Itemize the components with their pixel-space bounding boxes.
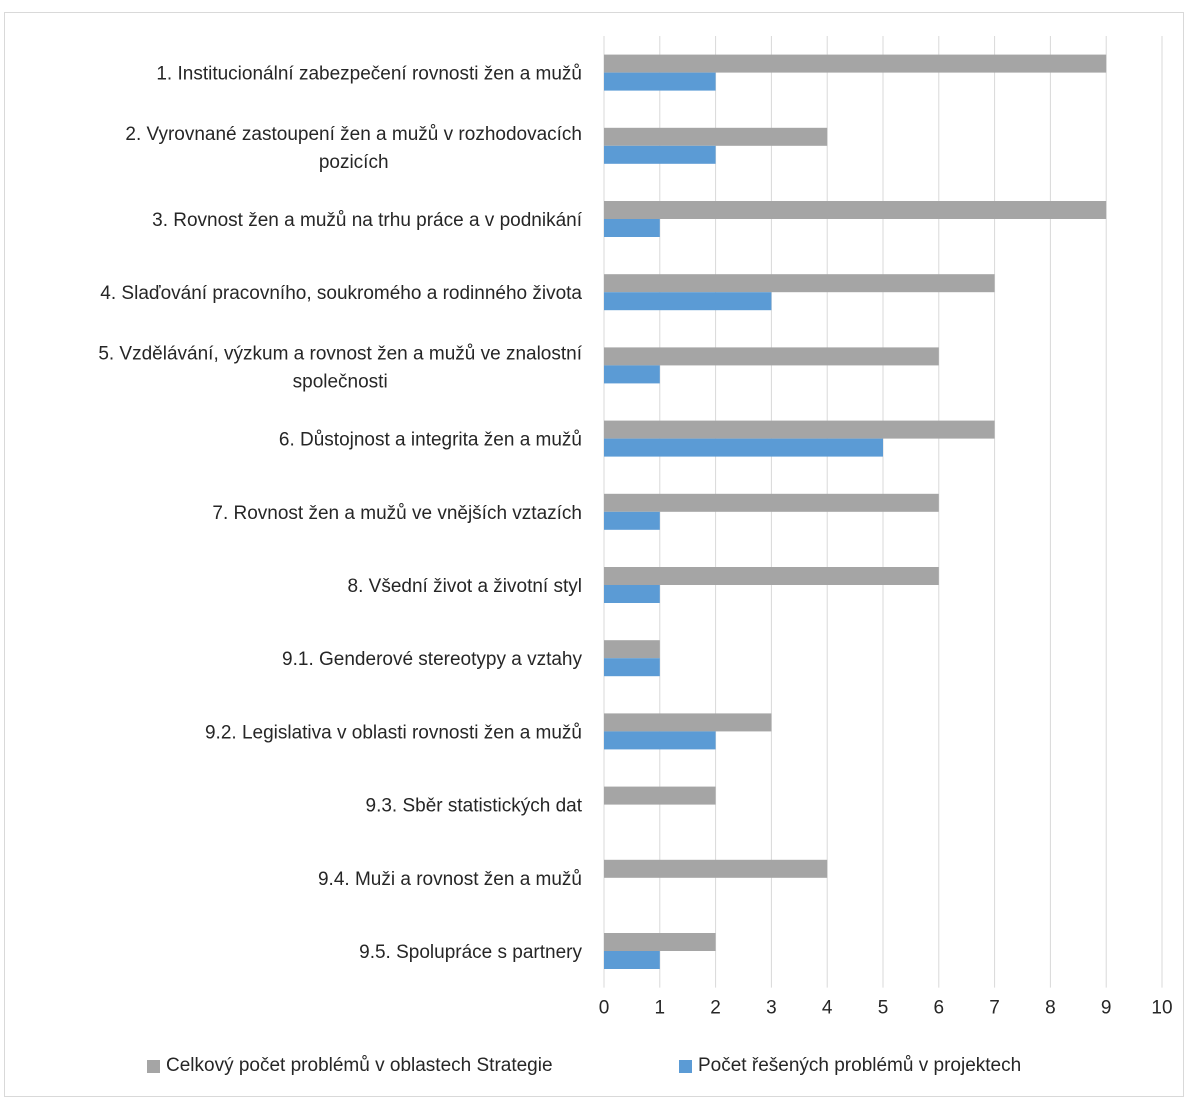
bar-total-10 (604, 713, 772, 732)
bar-total-4 (604, 274, 995, 293)
bar-total-3 (604, 201, 1107, 219)
bar-total-7 (604, 493, 939, 512)
bar-total-9 (604, 640, 660, 659)
chart-frame (4, 12, 1184, 1097)
category-label: 9.2. Legislativa v oblasti rovnosti žen … (205, 722, 582, 743)
bar-solved-7 (604, 511, 660, 530)
category-label: 3. Rovnost žen a mužů na trhu práce a v … (152, 210, 583, 231)
category-label-line2: společnosti (293, 371, 388, 392)
x-tick-label: 5 (878, 998, 889, 1019)
legend-label-total: Celkový počet problémů v oblastech Strat… (166, 1055, 553, 1076)
gridlines (603, 36, 1163, 988)
category-label: 1. Institucionální zabezpečení rovnosti … (156, 64, 582, 85)
x-tick-label: 7 (989, 998, 1000, 1019)
x-tick-label: 2 (710, 998, 721, 1019)
legend-label-solved: Počet řešených problémů v projektech (698, 1055, 1022, 1076)
category-label: 8. Všední život a životní styl (348, 576, 582, 597)
bar-total-11 (604, 786, 716, 805)
x-tick-label: 0 (599, 998, 610, 1019)
category-label: 9.5. Spolupráce s partnery (359, 942, 582, 963)
bar-solved-6 (604, 438, 883, 457)
bar-total-6 (604, 420, 995, 439)
category-label: 9.3. Sběr statistických dat (366, 796, 583, 817)
category-label: 9.4. Muži a rovnost žen a mužů (318, 869, 582, 890)
x-tick-label: 9 (1101, 998, 1112, 1019)
bar-solved-5 (604, 365, 660, 384)
bar-total-2 (604, 127, 828, 146)
category-label: 7. Rovnost žen a mužů ve vnějších vztazí… (212, 503, 582, 524)
bar-total-12 (604, 859, 828, 878)
bar-total-1 (604, 54, 1107, 73)
category-label: 9.1. Genderové stereotypy a vztahy (282, 649, 582, 670)
category-label: 2. Vyrovnané zastoupení žen a mužů v roz… (125, 124, 582, 145)
category-label: 6. Důstojnost a integrita žen a mužů (279, 430, 582, 451)
legend: Celkový počet problémů v oblastech Strat… (0, 1055, 1189, 1085)
x-tick-label: 4 (822, 998, 833, 1019)
bar-total-8 (604, 567, 939, 585)
bar-solved-8 (604, 585, 660, 603)
legend-item-total: Celkový počet problémů v oblastech Strat… (147, 1055, 553, 1077)
x-tick-label: 1 (655, 998, 666, 1019)
bar-total-5 (604, 347, 939, 366)
legend-swatch-total (147, 1059, 160, 1073)
category-label: 5. Vzdělávání, výzkum a rovnost žen a mu… (98, 343, 582, 364)
bar-solved-3 (604, 219, 660, 237)
category-label: 4. Slaďování pracovního, soukromého a ro… (100, 283, 582, 304)
x-tick-label: 6 (934, 998, 945, 1019)
bar-solved-10 (604, 731, 716, 750)
x-tick-label: 3 (766, 998, 777, 1019)
category-labels: 1. Institucionální zabezpečení rovnosti … (98, 64, 582, 963)
x-tick-label: 8 (1045, 998, 1056, 1019)
x-tick-label: 10 (1151, 998, 1172, 1019)
bar-solved-9 (604, 658, 660, 677)
bar-total-13 (604, 933, 716, 951)
legend-swatch-solved (679, 1059, 692, 1073)
bar-solved-13 (604, 951, 660, 969)
category-label-line2: pozicích (319, 152, 389, 173)
bars (604, 54, 1107, 969)
bar-solved-1 (604, 72, 716, 91)
bar-solved-4 (604, 292, 772, 311)
bar-solved-2 (604, 145, 716, 164)
legend-item-solved: Počet řešených problémů v projektech (679, 1055, 1021, 1077)
x-tick-labels: 0 1 2 3 4 5 6 7 8 9 10 (599, 998, 1173, 1019)
